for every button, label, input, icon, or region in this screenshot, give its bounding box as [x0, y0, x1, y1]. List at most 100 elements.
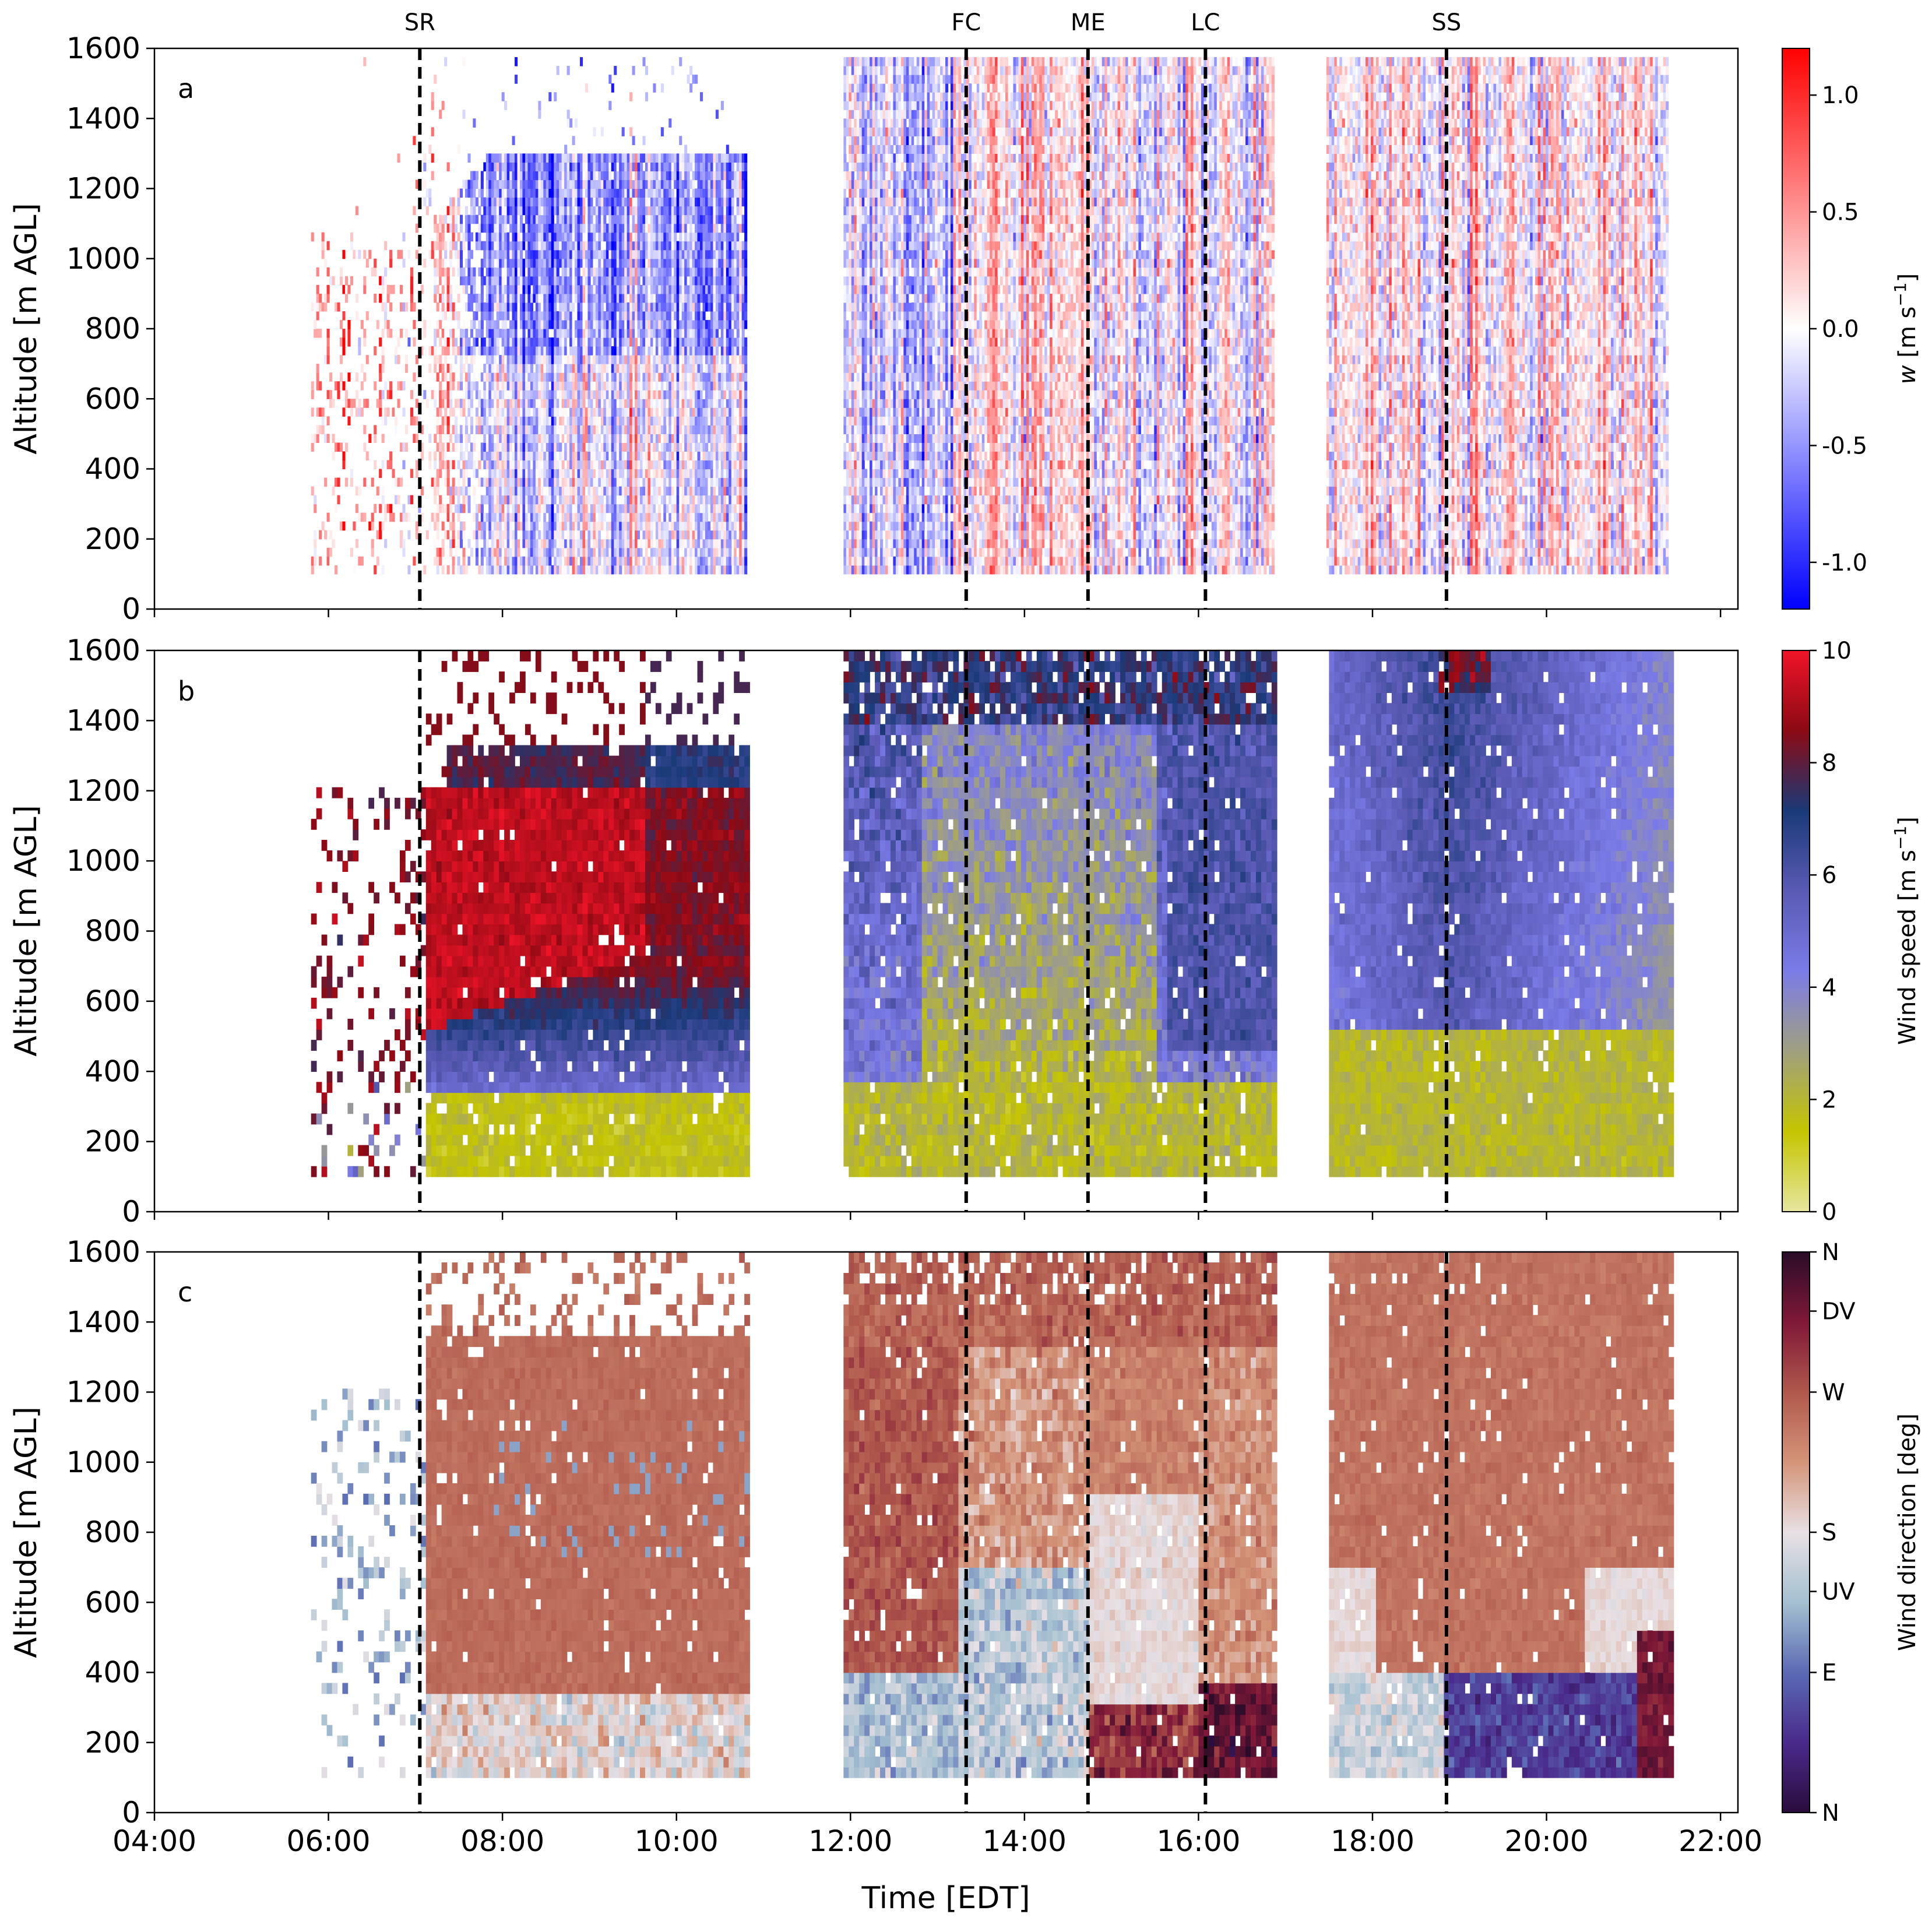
- w-cell: [371, 311, 374, 321]
- w-cell: [504, 442, 507, 452]
- w-cell: [452, 557, 455, 566]
- w-cell: [413, 416, 416, 425]
- w-cell: [356, 487, 358, 496]
- w-cell: [499, 504, 502, 513]
- w-cell: [483, 311, 486, 321]
- w-cell: [518, 504, 520, 513]
- w-cell: [434, 364, 437, 373]
- w-cell: [437, 320, 439, 329]
- w-cell: [337, 478, 340, 487]
- w-cell: [522, 513, 525, 522]
- w-cell: [522, 337, 525, 347]
- w-cell: [476, 180, 478, 189]
- w-cell: [442, 285, 445, 294]
- w-cell: [481, 276, 484, 286]
- w-cell: [504, 469, 507, 479]
- w-cell: [329, 399, 332, 408]
- w-cell: [342, 522, 345, 531]
- w-cell: [518, 416, 520, 425]
- w-cell: [488, 241, 491, 251]
- w-cell: [361, 320, 364, 329]
- w-cell: [483, 460, 486, 469]
- w-cell: [467, 180, 470, 189]
- w-cell: [447, 530, 450, 540]
- w-cell: [437, 407, 439, 417]
- w-cell: [416, 460, 418, 469]
- w-cell: [502, 285, 505, 294]
- w-cell: [462, 346, 465, 356]
- w-cell: [332, 434, 335, 443]
- w-cell: [455, 548, 458, 557]
- w-cell: [395, 495, 397, 505]
- w-cell: [522, 425, 525, 434]
- w-cell: [444, 530, 447, 540]
- w-cell: [502, 469, 505, 479]
- w-cell: [502, 198, 505, 207]
- w-cell: [470, 451, 473, 460]
- w-cell: [478, 233, 481, 242]
- w-cell: [476, 241, 478, 251]
- w-cell: [499, 530, 502, 540]
- w-cell: [481, 478, 484, 487]
- w-cell: [512, 434, 515, 443]
- w-cell: [382, 487, 385, 496]
- w-cell: [518, 224, 520, 233]
- w-cell: [402, 259, 405, 268]
- w-cell: [499, 285, 502, 294]
- w-cell: [353, 565, 356, 575]
- w-cell: [509, 180, 512, 189]
- w-cell: [483, 372, 486, 382]
- w-cell: [478, 189, 481, 198]
- w-cell: [358, 346, 361, 356]
- w-cell: [467, 372, 470, 382]
- w-cell: [522, 241, 525, 251]
- w-cell: [342, 337, 345, 347]
- heatmap-cells-a: [311, 57, 1669, 574]
- w-cell: [515, 180, 518, 189]
- w-cell: [497, 320, 499, 329]
- w-cell: [395, 390, 397, 399]
- w-cell: [439, 250, 442, 259]
- w-cell: [507, 198, 510, 207]
- w-cell: [467, 302, 470, 312]
- w-cell: [494, 153, 497, 163]
- w-cell: [504, 565, 507, 575]
- w-cell: [434, 372, 437, 382]
- w-cell: [465, 180, 468, 189]
- w-cell: [502, 233, 505, 242]
- w-cell: [410, 416, 413, 425]
- w-cell: [447, 513, 450, 522]
- w-cell: [515, 320, 518, 329]
- w-cell: [322, 522, 325, 531]
- w-cell: [442, 346, 445, 356]
- w-cell: [437, 504, 439, 513]
- w-cell: [502, 372, 505, 382]
- w-cell: [470, 548, 473, 557]
- w-cell: [502, 390, 505, 399]
- w-cell: [509, 311, 512, 321]
- w-cell: [488, 206, 491, 216]
- w-cell: [405, 513, 408, 522]
- w-cell: [507, 311, 510, 321]
- w-cell: [410, 302, 413, 312]
- w-cell: [458, 478, 460, 487]
- w-cell: [509, 460, 512, 469]
- w-cell: [379, 504, 382, 513]
- w-cell: [504, 513, 507, 522]
- w-cell: [444, 372, 447, 382]
- w-cell: [520, 294, 523, 303]
- w-cell: [512, 250, 515, 259]
- w-cell: [452, 407, 455, 417]
- w-cell: [478, 390, 481, 399]
- w-cell: [473, 355, 476, 364]
- w-cell: [473, 180, 476, 189]
- w-cell: [458, 434, 460, 443]
- w-cell: [522, 268, 525, 277]
- w-cell: [458, 250, 460, 259]
- w-cell: [491, 487, 494, 496]
- w-cell: [481, 451, 484, 460]
- w-cell: [452, 478, 455, 487]
- w-cell: [502, 442, 505, 452]
- w-cell: [314, 530, 316, 540]
- w-cell: [462, 276, 465, 286]
